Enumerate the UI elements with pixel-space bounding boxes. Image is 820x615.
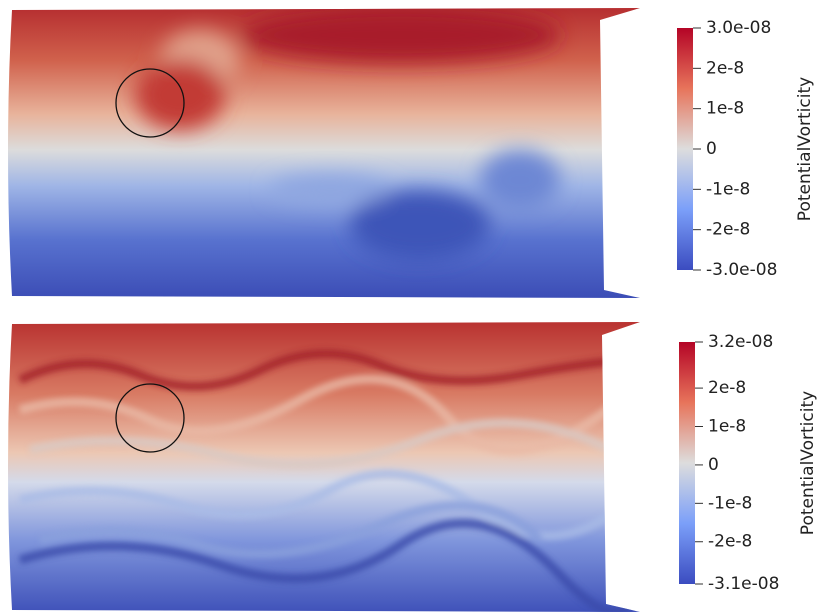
- colorbar: [679, 342, 695, 584]
- colorbar: [677, 28, 693, 270]
- colorbar-tick-label: 3.2e-08: [708, 332, 773, 352]
- colorbar-tick-label: 0: [708, 455, 719, 475]
- colorbar-tick-label: 1e-8: [708, 417, 746, 437]
- colorbar-tick-label: 3.0e-08: [706, 18, 771, 38]
- colorbar-tick-label: -2e-8: [708, 532, 752, 552]
- colorbar-tick-label: 0: [706, 139, 717, 159]
- colorbar-tick-label: -1e-8: [708, 493, 752, 513]
- colorbar-tick-label: 2e-8: [708, 378, 746, 398]
- colorbar-tick-label: 2e-8: [706, 58, 744, 78]
- region-outline: [115, 383, 185, 453]
- colorbar-title: PotentialVorticity: [798, 391, 818, 535]
- region-outline: [115, 68, 185, 138]
- field-panel: [8, 322, 640, 612]
- colorbar-tick-label: -3.0e-08: [706, 260, 777, 280]
- field-panel: [8, 8, 640, 298]
- colorbar-tick-label: 1e-8: [706, 99, 744, 119]
- colorbar-tick-label: -1e-8: [706, 179, 750, 199]
- colorbar-tick-label: -3.1e-08: [708, 574, 779, 594]
- colorbar-tick-label: -2e-8: [706, 220, 750, 240]
- colorbar-title: PotentialVorticity: [795, 77, 815, 221]
